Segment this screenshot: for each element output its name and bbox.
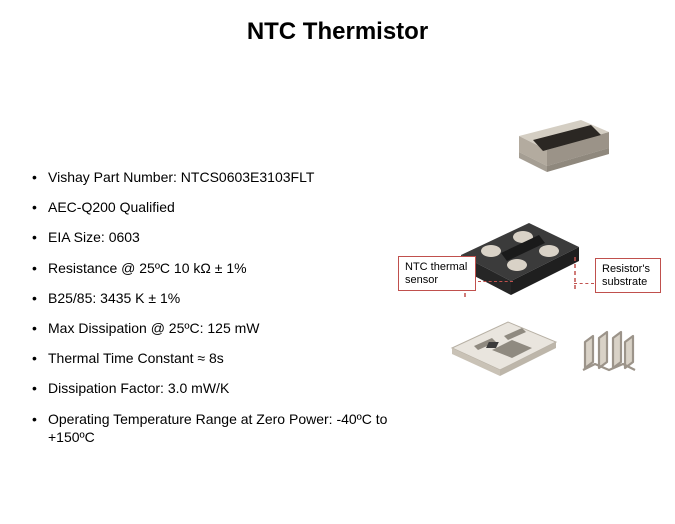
spec-item: Max Dissipation @ 25ºC: 125 mW <box>30 319 410 337</box>
spec-item: Resistance @ 25ºC 10 kΩ ± 1% <box>30 259 410 277</box>
page-title: NTC Thermistor <box>0 18 675 46</box>
leader-line <box>574 283 594 284</box>
spec-item: AEC-Q200 Qualified <box>30 198 410 216</box>
spec-item: Thermal Time Constant ≈ 8s <box>30 349 410 367</box>
spec-item: Operating Temperature Range at Zero Powe… <box>30 410 410 446</box>
smd-chip-icon <box>511 118 616 173</box>
spec-list: Vishay Part Number: NTCS0603E3103FLT AEC… <box>30 168 410 446</box>
spec-item: EIA Size: 0603 <box>30 228 410 246</box>
lead-clip-icon <box>581 328 636 376</box>
spec-list-container: Vishay Part Number: NTCS0603E3103FLT AEC… <box>30 168 410 458</box>
spec-item: Vishay Part Number: NTCS0603E3103FLT <box>30 168 410 186</box>
spec-item: B25/85: 3435 K ± 1% <box>30 289 410 307</box>
resistor-substrate-label: Resistor's substrate <box>595 258 661 293</box>
leader-line <box>478 281 513 282</box>
spec-item: Dissipation Factor: 3.0 mW/K <box>30 379 410 397</box>
substrate-icon <box>446 318 561 378</box>
ntc-sensor-label: NTC thermal sensor <box>398 256 476 291</box>
